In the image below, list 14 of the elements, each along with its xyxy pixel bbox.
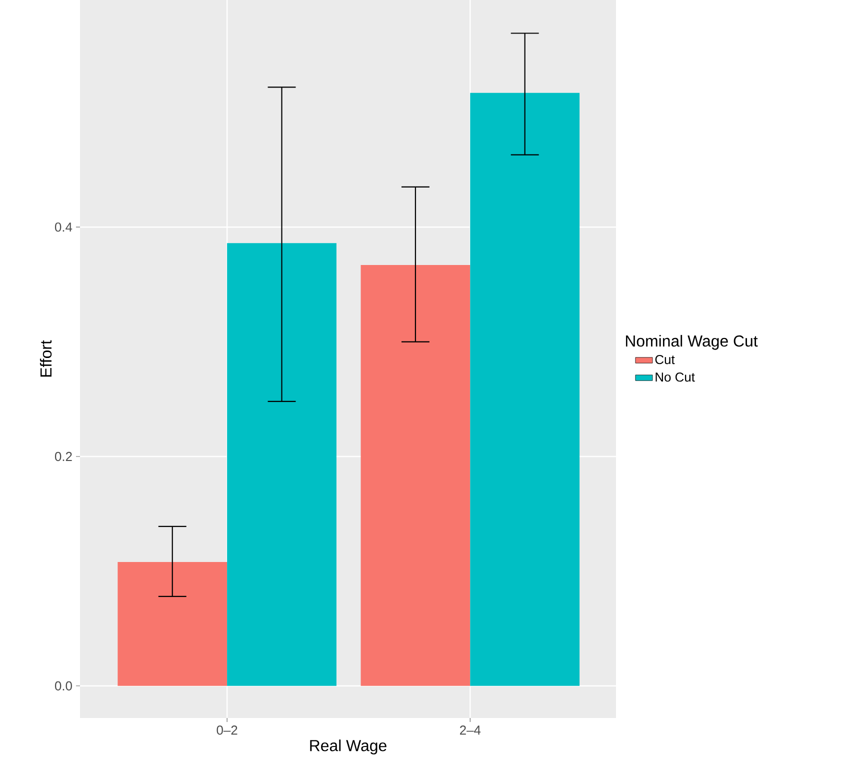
legend-label: Cut [655, 354, 675, 364]
x-axis-title: Real Wage [310, 740, 386, 754]
bar [470, 92, 580, 686]
legend-title: Nominal Wage Cut [626, 334, 758, 350]
x-tick-label: 2–4 [460, 726, 481, 735]
legend-label: No Cut [656, 372, 695, 382]
x-tick-label: 0–2 [216, 726, 238, 735]
y-tick-label: 0.4 [54, 222, 72, 232]
bar [360, 264, 470, 686]
y-tick-label: 0.0 [54, 681, 72, 690]
bar [227, 243, 336, 686]
bar [118, 562, 228, 686]
y-axis-title: Effort [40, 340, 52, 377]
y-tick-label: 0.2 [54, 452, 72, 462]
